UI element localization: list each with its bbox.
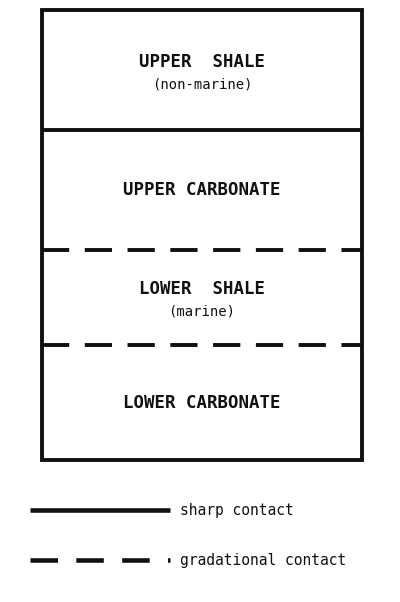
Text: (non-marine): (non-marine) (152, 77, 252, 91)
Text: UPPER  SHALE: UPPER SHALE (139, 53, 265, 71)
Text: gradational contact: gradational contact (180, 553, 346, 568)
Text: LOWER CARBONATE: LOWER CARBONATE (123, 394, 281, 412)
Bar (42, 10, 362, 460)
Text: LOWER  SHALE: LOWER SHALE (139, 281, 265, 299)
Text: sharp contact: sharp contact (180, 503, 294, 518)
Text: (marine): (marine) (168, 305, 236, 318)
Text: UPPER CARBONATE: UPPER CARBONATE (123, 181, 281, 199)
